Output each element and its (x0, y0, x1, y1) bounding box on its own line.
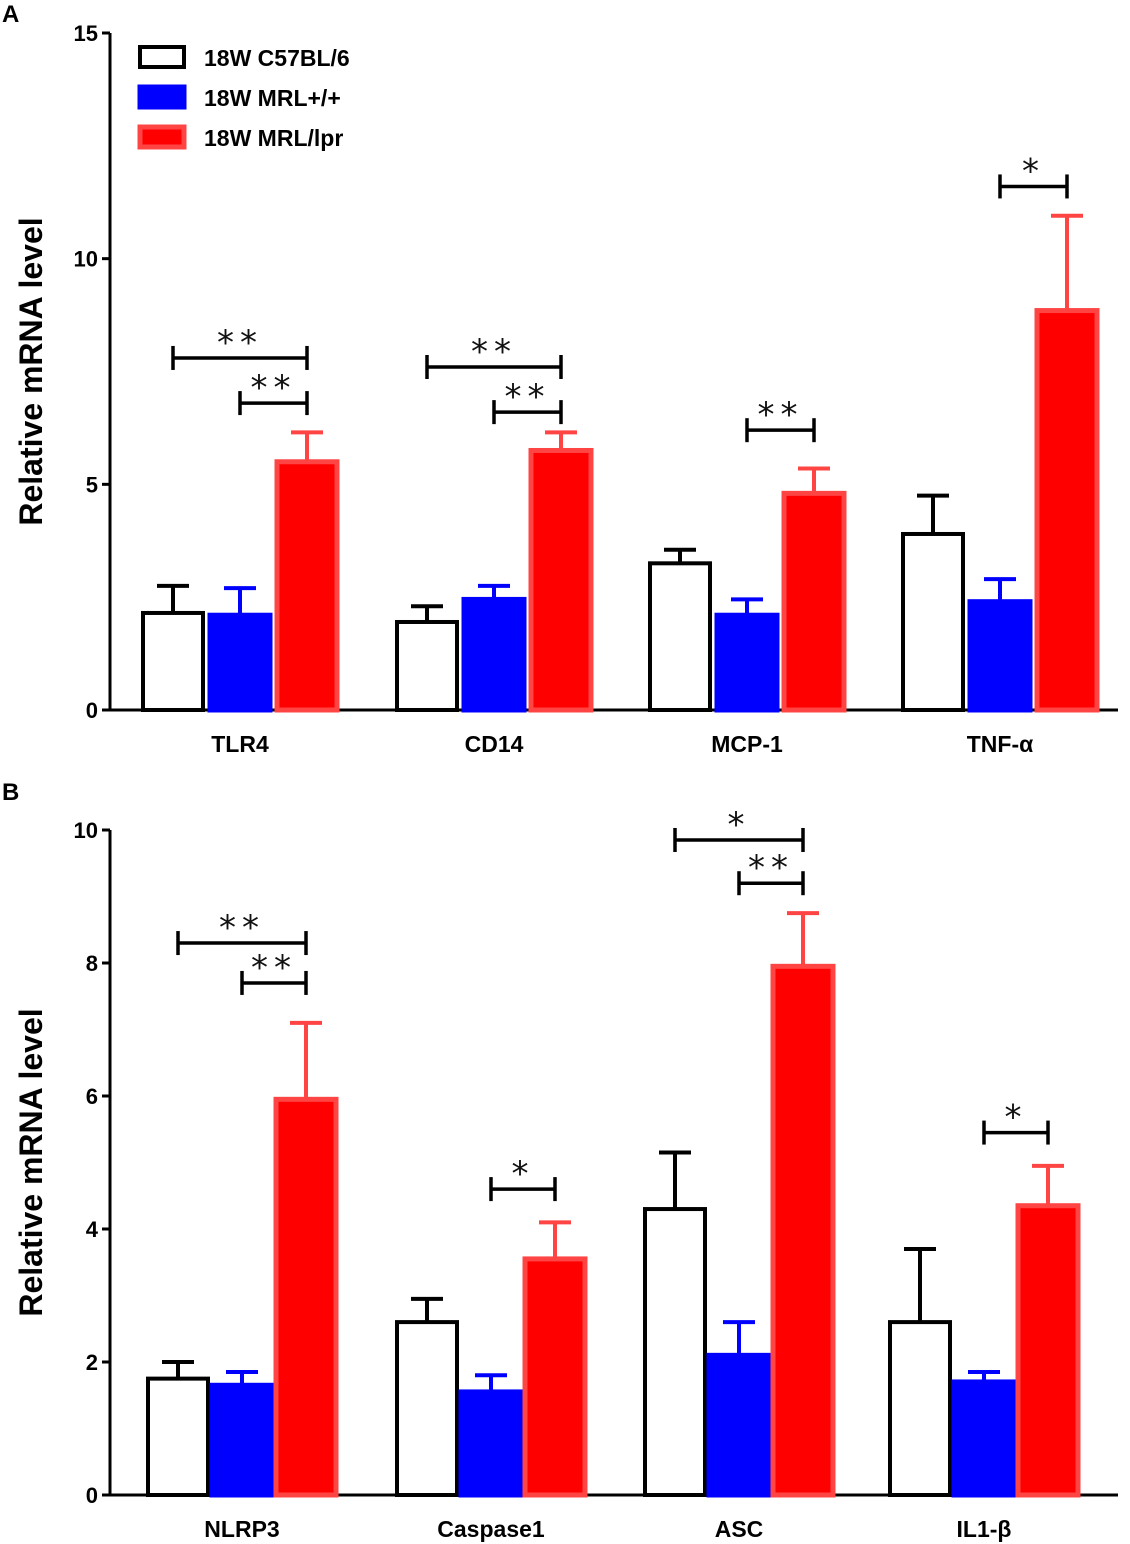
bar (714, 612, 780, 713)
y-tick-label: 4 (86, 1217, 99, 1242)
bar (781, 490, 847, 713)
bar (458, 1389, 524, 1498)
legend-label: 18W MRL+/+ (204, 85, 341, 111)
significance-label: ** (251, 948, 297, 988)
bar (209, 1382, 275, 1498)
bar (1015, 1203, 1081, 1498)
x-tick-label: NLRP3 (204, 1516, 279, 1542)
x-tick-label: IL1-β (957, 1516, 1012, 1542)
y-tick-label: 2 (86, 1350, 98, 1375)
x-tick-label: TNF-α (967, 731, 1034, 757)
panel-a: A Relative mRNA level 0 5 10 15 TLR4 CD14 MCP-1 T… (2, 1, 1118, 757)
x-tick-label: MCP-1 (711, 731, 783, 757)
y-tick-label: 5 (86, 472, 98, 497)
y-tick-label: 15 (74, 21, 98, 46)
bar (522, 1256, 588, 1498)
bar (274, 459, 340, 713)
y-axis-label: Relative mRNA level (13, 217, 49, 525)
legend: 18W C57BL/6 18W MRL+/+ 18W MRL/lpr (137, 45, 350, 151)
bar (461, 596, 527, 713)
panel-label: A (2, 1, 19, 28)
bar (951, 1379, 1017, 1498)
legend-label: 18W C57BL/6 (204, 45, 350, 71)
x-tick-label: CD14 (465, 731, 524, 757)
y-tick-label: 6 (86, 1084, 98, 1109)
bar (648, 561, 712, 712)
significance-label: ** (251, 368, 297, 408)
panel-label: B (2, 779, 19, 806)
bar (901, 531, 965, 712)
bar (141, 610, 205, 712)
bar (395, 619, 459, 712)
bar (643, 1207, 707, 1498)
legend-swatch (138, 45, 186, 69)
significance-label: ** (758, 395, 804, 435)
bar (706, 1352, 772, 1498)
significance-label: * (1022, 151, 1045, 191)
y-tick-label: 0 (86, 698, 98, 723)
y-tick-label: 0 (86, 1483, 98, 1508)
bar (770, 963, 836, 1498)
x-tick-label: Caspase1 (437, 1516, 545, 1542)
y-axis-label: Relative mRNA level (13, 1008, 49, 1316)
significance-label: * (512, 1154, 535, 1194)
bar (207, 612, 273, 713)
x-tick-label: ASC (715, 1516, 764, 1542)
y-tick-label: 10 (74, 818, 98, 843)
significance-label: ** (505, 377, 551, 417)
legend-label: 18W MRL/lpr (204, 125, 343, 151)
x-tick-label: TLR4 (211, 731, 269, 757)
significance-label: ** (748, 848, 794, 888)
bar (888, 1320, 952, 1497)
y-tick-label: 10 (74, 247, 98, 272)
bar (273, 1096, 339, 1498)
y-tick-label: 8 (86, 951, 98, 976)
bar (1034, 308, 1100, 713)
significance-label: * (728, 805, 751, 845)
significance-label: ** (219, 908, 265, 948)
significance-label: ** (217, 323, 263, 363)
legend-swatch (137, 84, 187, 110)
significance-label: * (1005, 1098, 1028, 1138)
bar (395, 1320, 459, 1497)
significance-label: ** (471, 332, 517, 372)
bar (146, 1376, 210, 1497)
bar (967, 599, 1033, 713)
bar (528, 447, 594, 713)
panel-b: B Relative mRNA level 0 2 4 6 8 10 NLRP3 Caspase1… (2, 779, 1118, 1542)
legend-swatch (137, 124, 187, 150)
